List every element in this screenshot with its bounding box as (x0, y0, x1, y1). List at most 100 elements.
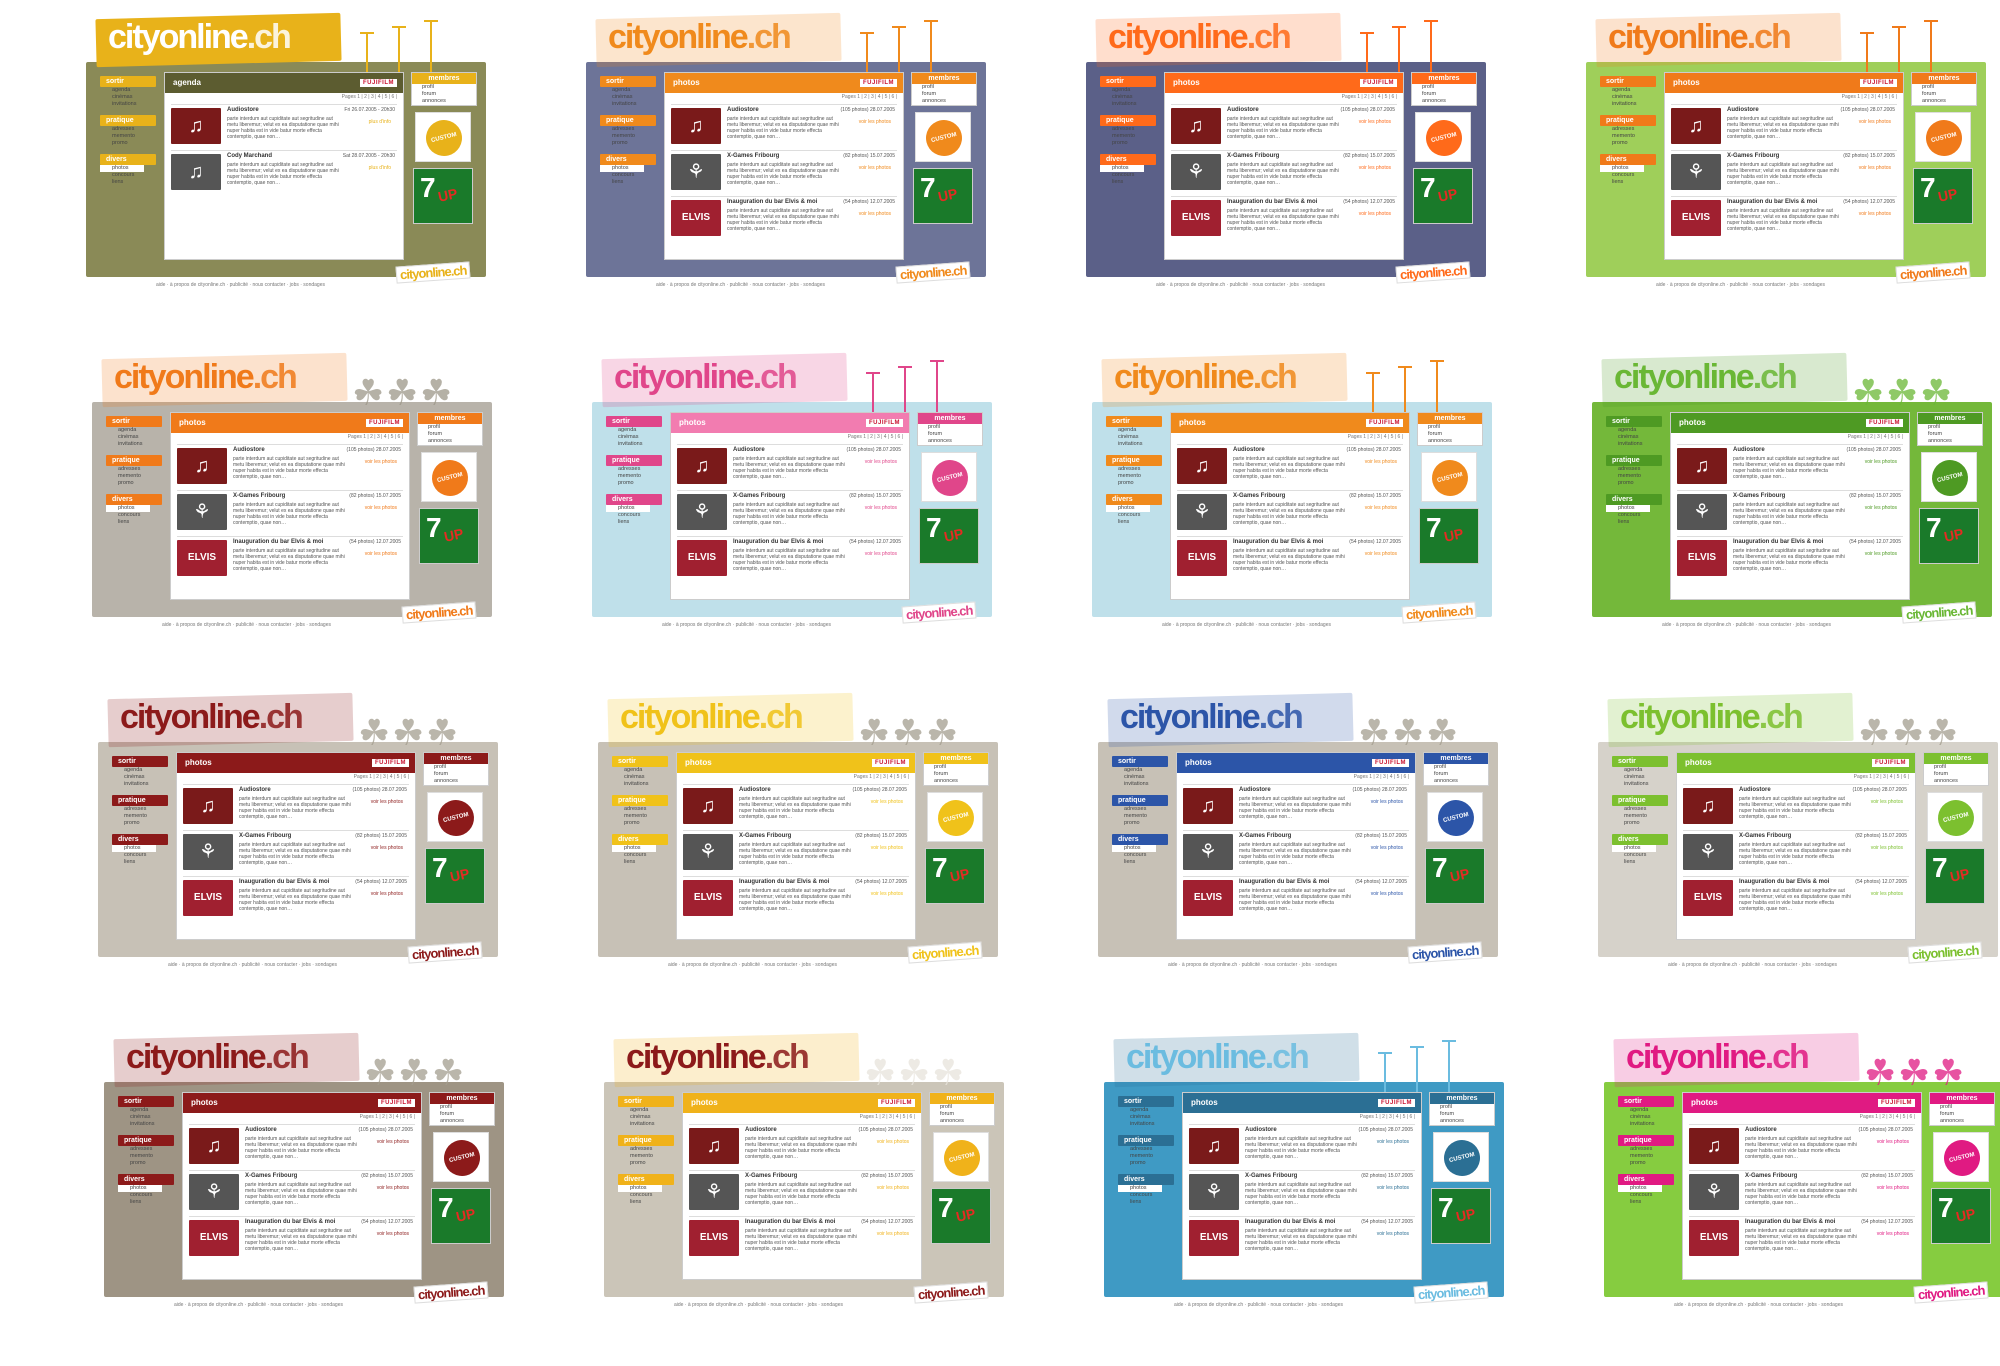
gallery-thumbnail[interactable]: ♫ (171, 154, 221, 190)
sidebar-item-agenda[interactable]: agenda (1624, 767, 1643, 773)
members-item-forum[interactable]: forum (940, 1111, 955, 1117)
sidebar-heading[interactable]: sortir (1618, 1096, 1674, 1107)
sidebar-item-promo[interactable]: promo (1630, 1160, 1646, 1166)
members-item-profil[interactable]: profil (1934, 764, 1946, 770)
footer-links[interactable]: aide · à propos de cityonline.ch · publi… (1668, 962, 1837, 968)
members-item-forum[interactable]: forum (1428, 431, 1443, 437)
sidebar-item-promo[interactable]: promo (624, 820, 640, 826)
sidebar-item-adresses[interactable]: adresses (1124, 806, 1147, 812)
members-item-forum[interactable]: forum (1440, 1111, 1455, 1117)
sidebar-item-photos[interactable]: photos (1100, 165, 1144, 172)
sidebar-heading[interactable]: divers (1618, 1174, 1674, 1185)
members-item-profil[interactable]: profil (1922, 84, 1934, 90)
view-photos-link[interactable]: voir les photos (1876, 1139, 1909, 1145)
seven-up-ad[interactable]: 7 UP (931, 1188, 991, 1244)
view-photos-link[interactable]: voir les photos (1370, 891, 1403, 897)
entry-title[interactable]: Audiostore (233, 447, 265, 453)
sidebar-item-cinémas[interactable]: cinémas (1618, 434, 1639, 440)
gallery-thumbnail[interactable]: ♫ (671, 108, 721, 144)
sidebar-item-liens[interactable]: liens (1624, 859, 1636, 865)
sidebar-item-concours[interactable]: concours (1130, 1192, 1153, 1198)
sidebar-item-cinémas[interactable]: cinémas (118, 434, 139, 440)
gallery-thumbnail[interactable]: ⚘ (1183, 834, 1233, 870)
entry-title[interactable]: Audiostore (1727, 107, 1759, 113)
sidebar-item-photos[interactable]: photos (1606, 505, 1650, 512)
view-photos-link[interactable]: voir les photos (1376, 1139, 1409, 1145)
entry-title[interactable]: X-Games Fribourg (739, 833, 792, 839)
gallery-thumbnail[interactable]: ♫ (183, 788, 233, 824)
gallery-thumbnail[interactable]: ELVIS (1671, 200, 1721, 236)
entry-title[interactable]: Inauguration du bar Elvis & moi (745, 1219, 836, 1225)
sidebar-heading[interactable]: sortir (1612, 756, 1668, 767)
entry-title[interactable]: X-Games Fribourg (1245, 1173, 1298, 1179)
sponsor-logo[interactable]: FUJIFILM (1860, 79, 1897, 87)
members-item-annonces[interactable]: annonces (922, 98, 946, 104)
seven-up-ad[interactable]: 7 UP (1913, 168, 1973, 224)
sidebar-item-memento[interactable]: memento (612, 133, 635, 139)
view-photos-link[interactable]: voir les photos (370, 799, 403, 805)
sidebar-heading[interactable]: divers (618, 1174, 674, 1185)
sidebar-heading[interactable]: divers (106, 494, 162, 505)
view-photos-link[interactable]: voir les photos (1864, 505, 1897, 511)
sidebar-item-invitations[interactable]: invitations (118, 441, 143, 447)
view-photos-link[interactable]: voir les photos (364, 551, 397, 557)
entry-title[interactable]: Inauguration du bar Elvis & moi (1745, 1219, 1836, 1225)
entry-title[interactable]: X-Games Fribourg (1239, 833, 1292, 839)
sponsor-logo[interactable]: FUJIFILM (1872, 759, 1909, 767)
members-item-annonces[interactable]: annonces (1428, 438, 1452, 444)
seven-up-ad[interactable]: 7 UP (1419, 508, 1479, 564)
sidebar-heading[interactable]: pratique (1118, 1135, 1174, 1146)
custom-ad[interactable]: CUSTOM (933, 1132, 989, 1182)
sidebar-heading[interactable]: pratique (118, 1135, 174, 1146)
members-item-annonces[interactable]: annonces (1434, 778, 1458, 784)
sidebar-item-memento[interactable]: memento (1624, 813, 1647, 819)
entry-title[interactable]: Audiostore (227, 107, 259, 113)
gallery-thumbnail[interactable]: ELVIS (1183, 880, 1233, 916)
sidebar-heading[interactable]: pratique (100, 115, 156, 126)
gallery-thumbnail[interactable]: ♫ (189, 1128, 239, 1164)
sidebar-item-photos[interactable]: photos (112, 845, 156, 852)
members-item-profil[interactable]: profil (1440, 1104, 1452, 1110)
sidebar-item-photos[interactable]: photos (118, 1185, 162, 1192)
sidebar-heading[interactable]: divers (1612, 834, 1668, 845)
entry-title[interactable]: Inauguration du bar Elvis & moi (239, 879, 330, 885)
footer-links[interactable]: aide · à propos de cityonline.ch · publi… (162, 622, 331, 628)
entry-title[interactable]: Audiostore (1733, 447, 1765, 453)
footer-links[interactable]: aide · à propos de cityonline.ch · publi… (174, 1302, 343, 1308)
entry-title[interactable]: Inauguration du bar Elvis & moi (233, 539, 324, 545)
members-item-annonces[interactable]: annonces (940, 1118, 964, 1124)
sidebar-heading[interactable]: pratique (1600, 115, 1656, 126)
sidebar-item-invitations[interactable]: invitations (1118, 441, 1143, 447)
gallery-thumbnail[interactable]: ELVIS (689, 1220, 739, 1256)
site-logo[interactable]: cityonline.ch (108, 17, 292, 57)
members-item-annonces[interactable]: annonces (422, 98, 446, 104)
sidebar-heading[interactable]: divers (600, 154, 656, 165)
sidebar-item-agenda[interactable]: agenda (118, 427, 137, 433)
seven-up-ad[interactable]: 7 UP (1413, 168, 1473, 224)
view-photos-link[interactable]: voir les photos (1364, 505, 1397, 511)
members-item-annonces[interactable]: annonces (428, 438, 452, 444)
sidebar-item-photos[interactable]: photos (100, 165, 144, 172)
site-logo[interactable]: cityonline.ch (114, 357, 298, 397)
sidebar-heading[interactable]: pratique (618, 1135, 674, 1146)
sponsor-logo[interactable]: FUJIFILM (1366, 419, 1403, 427)
sidebar-item-concours[interactable]: concours (1630, 1192, 1653, 1198)
members-item-annonces[interactable]: annonces (440, 1118, 464, 1124)
sidebar-item-memento[interactable]: memento (1124, 813, 1147, 819)
gallery-thumbnail[interactable]: ELVIS (183, 880, 233, 916)
sidebar-item-liens[interactable]: liens (1118, 519, 1130, 525)
sponsor-logo[interactable]: FUJIFILM (872, 759, 909, 767)
gallery-thumbnail[interactable]: ♫ (677, 448, 727, 484)
site-logo[interactable]: cityonline.ch (1608, 17, 1792, 57)
footer-links[interactable]: aide · à propos de cityonline.ch · publi… (1174, 1302, 1343, 1308)
seven-up-ad[interactable]: 7 UP (419, 508, 479, 564)
seven-up-ad[interactable]: 7 UP (913, 168, 973, 224)
sidebar-heading[interactable]: pratique (600, 115, 656, 126)
members-item-profil[interactable]: profil (940, 1104, 952, 1110)
sidebar-item-adresses[interactable]: adresses (612, 126, 635, 132)
sidebar-item-invitations[interactable]: invitations (130, 1121, 155, 1127)
entry-title[interactable]: Audiostore (1745, 1127, 1777, 1133)
footer-links[interactable]: aide · à propos de cityonline.ch · publi… (156, 282, 325, 288)
sidebar-item-concours[interactable]: concours (618, 512, 641, 518)
sidebar-item-promo[interactable]: promo (1618, 480, 1634, 486)
